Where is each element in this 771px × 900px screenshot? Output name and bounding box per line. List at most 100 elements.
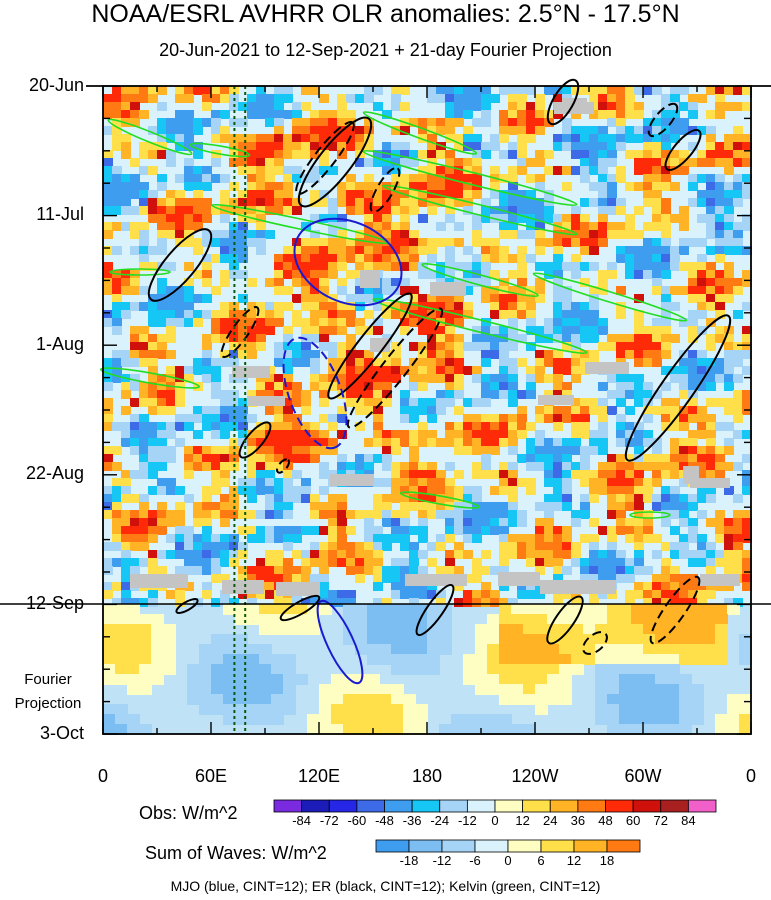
anomaly-cell <box>328 558 338 567</box>
anomaly-cell <box>373 454 383 463</box>
anomaly-cell <box>643 566 653 575</box>
anomaly-cell <box>166 214 176 223</box>
anomaly-cell <box>508 598 518 607</box>
anomaly-cell <box>490 598 500 607</box>
anomaly-cell <box>319 510 329 519</box>
projection-cell <box>643 664 656 675</box>
anomaly-cell <box>382 262 392 271</box>
anomaly-cell <box>238 486 248 495</box>
anomaly-cell <box>472 86 482 95</box>
anomaly-cell <box>544 502 554 511</box>
anomaly-cell <box>310 382 320 391</box>
anomaly-cell <box>733 174 743 183</box>
anomaly-cell <box>202 502 212 511</box>
projection-cell <box>667 664 680 675</box>
anomaly-cell <box>229 230 239 239</box>
projection-cell <box>691 684 704 695</box>
anomaly-cell <box>112 478 122 487</box>
waves-legend-swatch <box>606 839 641 853</box>
anomaly-cell <box>517 406 527 415</box>
anomaly-cell <box>706 438 716 447</box>
anomaly-cell <box>472 414 482 423</box>
anomaly-cell <box>481 470 491 479</box>
projection-cell <box>307 624 320 635</box>
anomaly-cell <box>247 478 257 487</box>
anomaly-cell <box>454 166 464 175</box>
anomaly-cell <box>598 158 608 167</box>
anomaly-cell <box>526 454 536 463</box>
anomaly-cell <box>373 254 383 263</box>
anomaly-cell <box>391 230 401 239</box>
anomaly-cell <box>400 246 410 255</box>
anomaly-cell <box>634 382 644 391</box>
projection-cell <box>571 614 584 625</box>
anomaly-cell <box>274 574 284 583</box>
anomaly-cell <box>724 102 734 111</box>
anomaly-cell <box>427 414 437 423</box>
missing-data-patch <box>540 580 616 594</box>
anomaly-cell <box>481 326 491 335</box>
anomaly-cell <box>148 334 158 343</box>
projection-cell <box>439 644 452 655</box>
anomaly-cell <box>274 510 284 519</box>
anomaly-cell <box>391 302 401 311</box>
projection-cell <box>607 604 620 615</box>
anomaly-cell <box>139 230 149 239</box>
anomaly-cell <box>211 390 221 399</box>
anomaly-cell <box>742 486 752 495</box>
anomaly-cell <box>211 502 221 511</box>
anomaly-cell <box>598 270 608 279</box>
anomaly-cell <box>454 318 464 327</box>
anomaly-cell <box>553 422 563 431</box>
projection-cell <box>367 644 380 655</box>
projection-cell <box>703 654 716 665</box>
anomaly-cell <box>202 542 212 551</box>
anomaly-cell <box>103 318 113 327</box>
projection-cell <box>103 724 116 735</box>
anomaly-cell <box>130 526 140 535</box>
anomaly-cell <box>328 358 338 367</box>
anomaly-cell <box>148 342 158 351</box>
anomaly-cell <box>211 126 221 135</box>
anomaly-cell <box>508 222 518 231</box>
projection-cell <box>271 694 284 705</box>
anomaly-cell <box>481 502 491 511</box>
anomaly-cell <box>580 198 590 207</box>
anomaly-cell <box>571 590 581 599</box>
anomaly-cell <box>625 406 635 415</box>
anomaly-cell <box>328 590 338 599</box>
anomaly-cell <box>265 430 275 439</box>
anomaly-cell <box>706 358 716 367</box>
anomaly-cell <box>319 430 329 439</box>
anomaly-cell <box>139 206 149 215</box>
anomaly-cell <box>364 326 374 335</box>
anomaly-cell <box>697 302 707 311</box>
anomaly-cell <box>265 278 275 287</box>
anomaly-cell <box>121 206 131 215</box>
anomaly-cell <box>265 142 275 151</box>
anomaly-cell <box>382 230 392 239</box>
projection-cell <box>667 714 680 725</box>
anomaly-cell <box>346 238 356 247</box>
anomaly-cell <box>607 198 617 207</box>
projection-cell <box>271 664 284 675</box>
projection-cell <box>511 604 524 615</box>
anomaly-cell <box>634 262 644 271</box>
anomaly-cell <box>283 174 293 183</box>
anomaly-cell <box>373 422 383 431</box>
anomaly-cell <box>499 422 509 431</box>
anomaly-cell <box>418 550 428 559</box>
anomaly-cell <box>499 150 509 159</box>
anomaly-cell <box>490 422 500 431</box>
anomaly-cell <box>472 190 482 199</box>
anomaly-cell <box>427 398 437 407</box>
anomaly-cell <box>607 206 617 215</box>
anomaly-cell <box>616 454 626 463</box>
anomaly-cell <box>319 486 329 495</box>
projection-cell <box>271 704 284 715</box>
anomaly-cell <box>553 134 563 143</box>
anomaly-cell <box>454 494 464 503</box>
anomaly-cell <box>733 342 743 351</box>
anomaly-cell <box>382 254 392 263</box>
anomaly-cell <box>328 206 338 215</box>
